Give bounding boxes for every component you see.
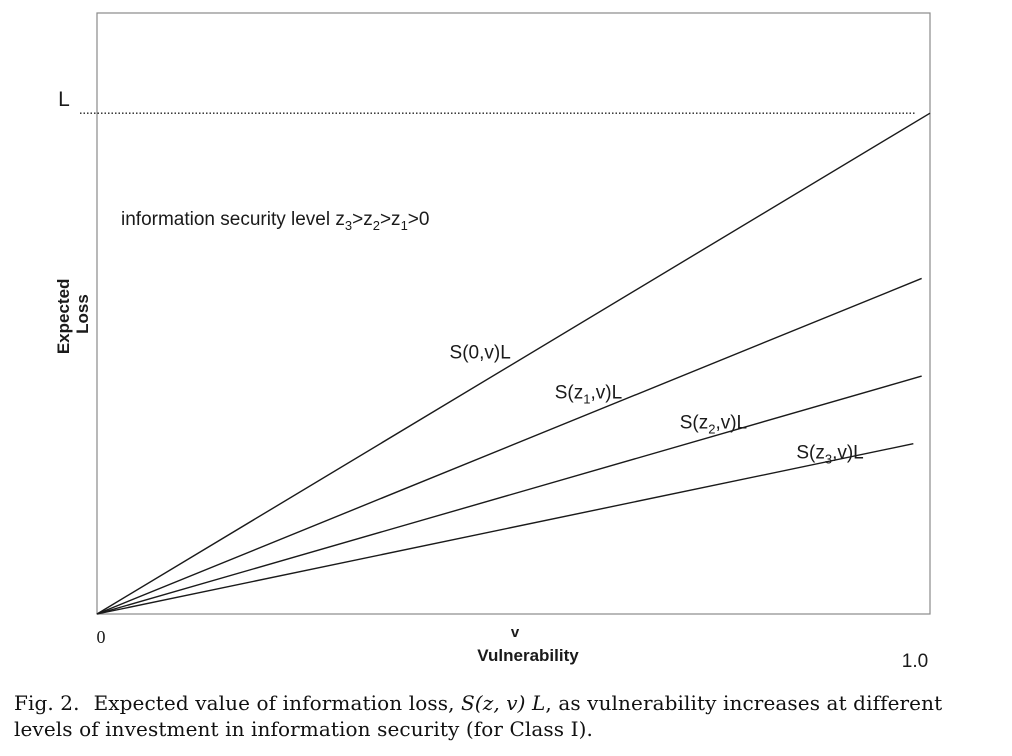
chart-figure: L information security level z3>z2>z1>0 … [54,12,931,672]
series-label-2: S(z1,v)L [555,383,622,407]
series-line-3 [96,375,922,615]
caption-label: Fig. 2. [14,691,80,715]
caption-text-before: Expected value of information loss, [93,691,455,715]
series-label-4: S(z3,v)L [796,443,863,467]
caption-formula: S(z, v) L [461,691,546,715]
series-label-1: S(0,v)L [450,343,511,364]
x-axis-symbol: v [511,624,520,641]
series-line-4 [96,443,914,615]
series-line-1 [96,112,931,615]
x-tick-max: 1.0 [902,651,928,672]
x-axis-label: Vulnerability [477,646,579,665]
series-label-3: S(z2,v)L [680,413,747,437]
x-tick-min: 0 [97,627,106,647]
caption-text-after: , as vulnerability increases at differen… [14,691,943,741]
series-group: S(0,v)L S(z1,v)L S(z2,v)L S(z3,v)L [96,112,931,615]
security-level-annotation: information security level z3>z2>z1>0 [121,209,429,233]
figure-caption: Fig. 2. Expected value of information los… [14,690,989,742]
plot-frame [96,12,931,615]
reference-line-label: L [58,88,70,111]
series-line-2 [96,277,922,615]
y-axis-label: Expected Loss [54,274,92,354]
